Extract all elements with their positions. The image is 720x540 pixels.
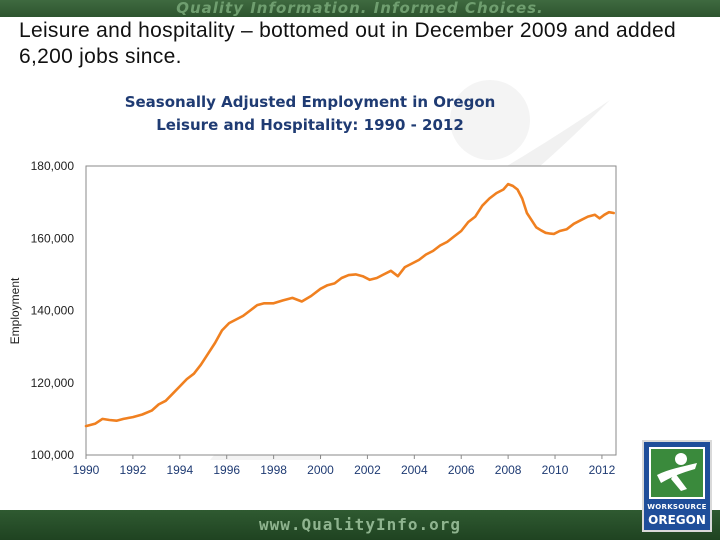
y-tick-label: 180,000: [31, 159, 75, 173]
x-tick-label: 2002: [354, 463, 381, 477]
tagline: Quality Information. Informed Choices.: [176, 0, 544, 17]
plot-area: [85, 165, 617, 456]
x-tick-label: 2008: [495, 463, 522, 477]
y-axis-label: Employment: [8, 277, 22, 344]
x-tick-label: 1990: [73, 463, 100, 477]
series-line-0: [84, 182, 616, 428]
worksource-oregon-logo: WORKSOURCE OREGON: [642, 440, 712, 532]
x-tick-label: 1998: [260, 463, 287, 477]
x-tick-label: 1994: [166, 463, 193, 477]
y-tick-label: 140,000: [31, 304, 75, 318]
x-tick-label: 2010: [542, 463, 569, 477]
footer-bar: [0, 510, 720, 540]
y-tick-label: 160,000: [31, 231, 75, 245]
x-tick-label: 2000: [307, 463, 334, 477]
y-tick-label: 100,000: [31, 448, 75, 462]
x-tick-label: 2006: [448, 463, 475, 477]
x-tick-label: 2004: [401, 463, 428, 477]
x-tick-label: 1996: [213, 463, 240, 477]
chart-title-line-2: Leisure and Hospitality: 1990 - 2012: [156, 116, 464, 134]
logo-text-oregon: OREGON: [648, 513, 706, 527]
slide-headline: Leisure and hospitality – bottomed out i…: [19, 19, 676, 68]
logo-text-worksource: WORKSOURCE: [647, 503, 707, 511]
logo-figure-icon: [649, 447, 705, 499]
y-tick-label: 120,000: [31, 376, 75, 390]
chart-title-line-1: Seasonally Adjusted Employment in Oregon: [124, 93, 496, 111]
x-tick-label: 2012: [589, 463, 616, 477]
footer-url: www.QualityInfo.org: [258, 515, 462, 534]
header-bar: Quality Information. Informed Choices.: [0, 0, 720, 17]
x-tick-label: 1992: [120, 463, 147, 477]
